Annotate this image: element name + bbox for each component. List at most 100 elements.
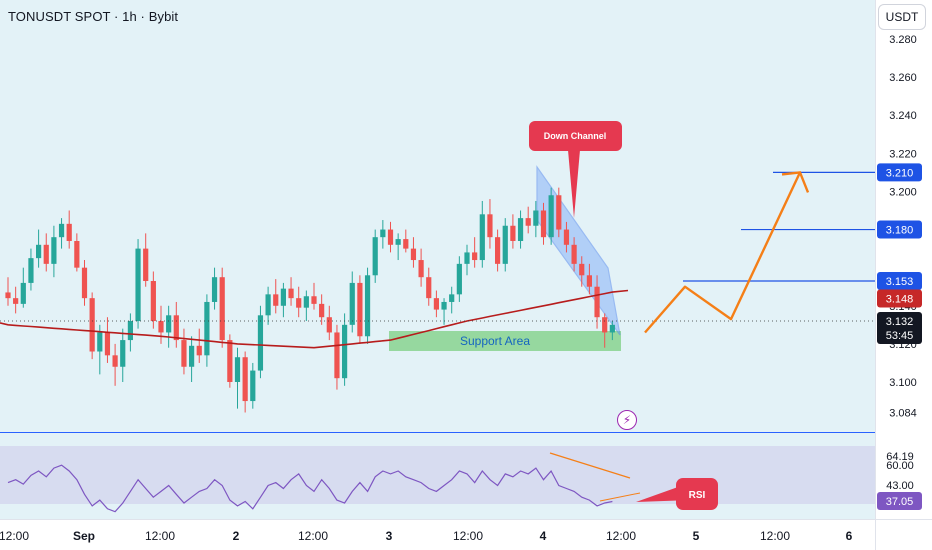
moving-average-line <box>0 289 629 349</box>
svg-text:53:45: 53:45 <box>886 330 914 342</box>
candle <box>280 282 286 318</box>
rsi-current-tag: 37.05 <box>877 492 922 510</box>
candle <box>433 290 439 318</box>
ma-price-tag: 3.148 <box>877 289 922 308</box>
candle <box>510 214 516 249</box>
candle <box>517 210 524 249</box>
candle <box>51 225 57 278</box>
candle <box>211 267 218 310</box>
candle <box>472 237 478 268</box>
candle <box>372 229 378 283</box>
level-price-tag: 3.180 <box>877 220 922 239</box>
candle <box>326 305 332 341</box>
candle <box>112 343 118 386</box>
candle <box>13 286 19 314</box>
rsi-tick-label: 43.00 <box>886 480 914 492</box>
candle <box>173 301 179 348</box>
candle <box>204 294 210 367</box>
candle <box>449 286 455 314</box>
candle <box>296 286 302 318</box>
candle <box>533 200 539 238</box>
candle <box>196 328 202 363</box>
candle <box>120 328 126 382</box>
candle <box>418 248 424 287</box>
candle <box>334 324 340 390</box>
candle <box>311 282 317 310</box>
svg-text:3.180: 3.180 <box>886 225 914 237</box>
candle <box>456 256 462 302</box>
rsi-divergence-line-2 <box>599 492 641 502</box>
candle <box>364 267 371 344</box>
price-tick-label: 3.240 <box>889 110 917 122</box>
candle <box>403 229 409 253</box>
price-tick-label: 3.260 <box>889 72 917 84</box>
time-tick-label: 12:00 <box>606 529 636 543</box>
svg-text:3.153: 3.153 <box>886 276 914 288</box>
candle <box>257 305 264 379</box>
support-area-label: Support Area <box>460 334 530 348</box>
candle <box>150 271 156 329</box>
candle <box>586 263 592 295</box>
candle <box>20 267 26 308</box>
time-tick-label: 6 <box>846 529 853 543</box>
level-price-tag: 3.210 <box>877 163 922 182</box>
candle <box>181 328 187 375</box>
time-tick-label: 12:00 <box>0 529 29 543</box>
price-tick-label: 3.200 <box>889 186 917 198</box>
candle <box>525 206 531 234</box>
candle <box>319 294 325 325</box>
candle <box>81 260 88 306</box>
candle <box>410 237 417 268</box>
candle <box>395 233 401 261</box>
rsi-overbought-band <box>0 446 875 504</box>
candle <box>234 347 241 409</box>
candle <box>571 237 577 272</box>
candles-layer <box>5 187 615 413</box>
candle <box>426 267 432 306</box>
time-tick-label: 12:00 <box>298 529 328 543</box>
time-axis: 12:00 Sep 12:00 2 12:00 3 12:00 4 12:00 5 12:00 6 <box>0 529 853 543</box>
candle <box>189 336 195 382</box>
candle <box>143 233 149 287</box>
svg-text:37.05: 37.05 <box>886 496 914 508</box>
price-panel-bg <box>0 0 875 432</box>
price-tags: 3.210 3.180 3.153 3.148 3.132 53:45 <box>877 163 922 344</box>
price-tick-label: 3.280 <box>889 34 917 46</box>
rsi-tick-label: 64.19 <box>886 451 914 463</box>
projection-arrowhead <box>781 171 810 193</box>
last-price-tag: 3.132 53:45 <box>877 312 922 344</box>
currency-button[interactable]: USDT <box>878 4 926 30</box>
time-tick-label: 12:00 <box>145 529 175 543</box>
time-tick-label: 12:00 <box>453 529 483 543</box>
rsi-panel-bg <box>0 433 875 519</box>
time-tick-label: 12:00 <box>760 529 790 543</box>
candle <box>127 313 133 352</box>
candle <box>479 200 485 268</box>
candle <box>66 210 72 249</box>
candle <box>579 256 585 287</box>
candle <box>441 298 447 325</box>
price-tick-label: 3.220 <box>889 148 917 160</box>
candle <box>273 279 279 314</box>
candle <box>349 271 355 333</box>
candle <box>288 277 294 306</box>
rsi-callout-label: RSI <box>689 490 706 501</box>
candle <box>464 244 470 276</box>
candle <box>43 233 49 272</box>
support-area-box <box>389 331 621 351</box>
down-channel-callout: Down Channel <box>529 121 622 218</box>
candle <box>135 239 141 329</box>
candle <box>594 275 600 329</box>
time-tick-label: 3 <box>386 529 393 543</box>
candle <box>609 321 615 341</box>
candle <box>36 229 42 268</box>
lightning-icon[interactable]: ⚡ <box>617 410 637 430</box>
candle <box>380 220 386 249</box>
candle <box>265 286 271 325</box>
candle <box>74 233 80 272</box>
rsi-divergence-line <box>549 452 631 479</box>
candle <box>250 362 256 409</box>
candle <box>602 313 608 348</box>
